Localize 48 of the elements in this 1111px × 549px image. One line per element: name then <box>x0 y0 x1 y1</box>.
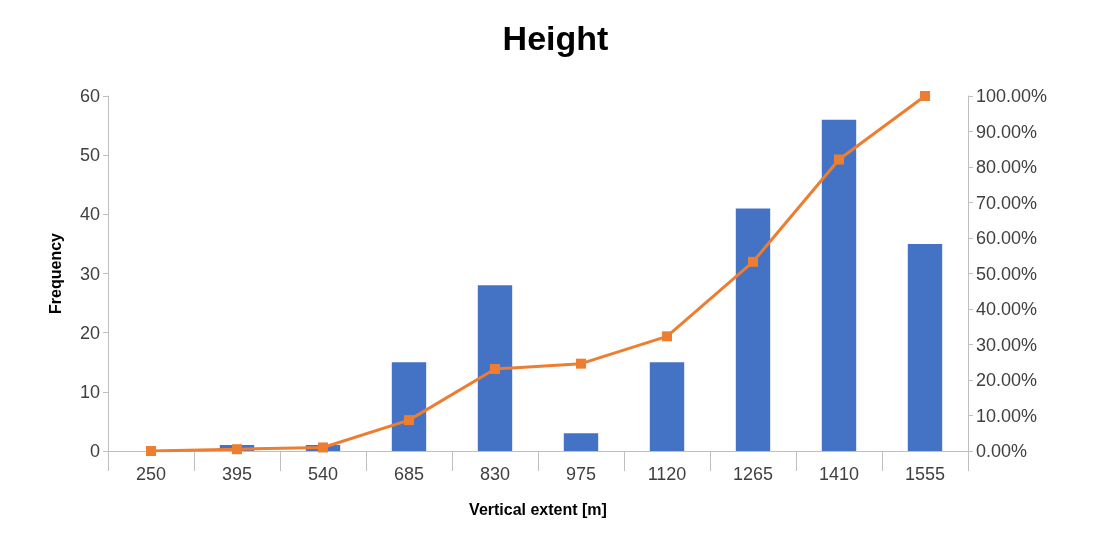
y2-tick-label: 20.00% <box>976 370 1038 390</box>
x-tick-label: 395 <box>221 464 253 484</box>
y-tick-label: 60 <box>79 86 100 106</box>
y2-tick-label: 40.00% <box>976 299 1038 319</box>
point <box>318 442 328 453</box>
y2-tick-label: 70.00% <box>976 192 1038 213</box>
point <box>404 415 414 426</box>
bar <box>907 243 943 451</box>
y-tick-label: 0 <box>89 441 100 461</box>
y2-tick-label: 60.00% <box>976 228 1038 248</box>
y2-tick-label: 10.00% <box>976 405 1038 426</box>
x-axis-title: Vertical extent [m] <box>469 500 607 518</box>
point <box>146 446 156 456</box>
x-tick-label: 1555 <box>904 464 946 484</box>
x-tick-label: 975 <box>565 464 597 484</box>
y-tick-label: 50 <box>79 145 100 166</box>
bar <box>477 285 513 451</box>
point <box>576 358 586 369</box>
x-tick-label: 1410 <box>818 464 860 484</box>
y-tick-label: 30 <box>79 263 100 284</box>
y2-tick-label: 0.00% <box>976 441 1028 461</box>
y-tick-label: 20 <box>79 322 100 343</box>
y2-tick-label: 50.00% <box>976 263 1038 284</box>
point <box>232 444 242 455</box>
point <box>920 91 930 101</box>
point <box>662 331 672 342</box>
x-tick-label: 540 <box>307 464 339 484</box>
x-tick-label: 685 <box>393 464 425 484</box>
y2-tick-label: 30.00% <box>976 334 1038 355</box>
bar <box>821 119 857 451</box>
x-tick-label: 1120 <box>647 464 687 484</box>
point <box>748 256 758 267</box>
point <box>490 363 500 374</box>
bar <box>649 362 685 451</box>
x-tick-label: 250 <box>135 464 167 484</box>
x-tick-label: 830 <box>479 464 511 484</box>
bar <box>563 433 599 451</box>
point <box>834 154 844 165</box>
y-tick-label: 10 <box>79 381 100 402</box>
bar <box>735 208 771 451</box>
x-tick-label: 1265 <box>732 464 774 484</box>
y-axis-title: Frequency <box>46 232 64 314</box>
y-tick-label: 40 <box>79 204 100 225</box>
y2-tick-label: 80.00% <box>976 157 1038 177</box>
chart-title: Height <box>502 19 609 57</box>
bar <box>391 362 427 451</box>
y2-tick-label: 100.00% <box>976 86 1048 106</box>
y2-tick-label: 90.00% <box>976 121 1038 142</box>
